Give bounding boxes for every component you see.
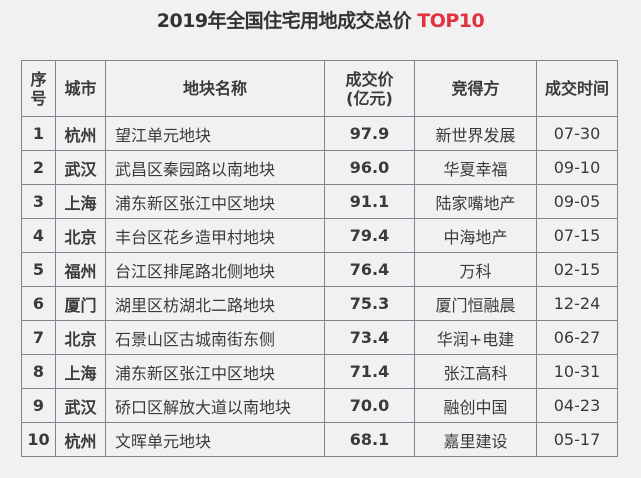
cell-price: 91.1 — [324, 184, 415, 219]
cell-buyer: 中海地产 — [414, 218, 537, 253]
cell-city: 北京 — [55, 218, 106, 253]
cell-rank: 8 — [21, 354, 56, 389]
header-date: 成交时间 — [536, 60, 618, 117]
cell-date: 07-15 — [536, 218, 618, 253]
cell-date: 09-05 — [536, 184, 618, 219]
cell-buyer: 厦门恒融晨 — [414, 286, 537, 321]
cell-price: 97.9 — [324, 116, 415, 151]
cell-rank: 9 — [21, 388, 56, 423]
header-parcel: 地块名称 — [105, 60, 325, 117]
table-row: 2 武汉 武昌区秦园路以南地块 96.0 华夏幸福 09-10 — [21, 150, 618, 185]
cell-date: 04-23 — [536, 388, 618, 423]
cell-buyer: 嘉里建设 — [414, 422, 537, 457]
cell-date: 05-17 — [536, 422, 618, 457]
cell-city: 福州 — [55, 252, 106, 287]
header-rank: 序号 — [21, 60, 56, 117]
table-row: 10 杭州 文晖单元地块 68.1 嘉里建设 05-17 — [21, 422, 618, 457]
cell-city: 厦门 — [55, 286, 106, 321]
cell-city: 武汉 — [55, 388, 106, 423]
cell-parcel: 浦东新区张江中区地块 — [105, 184, 325, 219]
table-row: 1 杭州 望江单元地块 97.9 新世界发展 07-30 — [21, 116, 618, 151]
cell-buyer: 新世界发展 — [414, 116, 537, 151]
table-row: 6 厦门 湖里区枋湖北二路地块 75.3 厦门恒融晨 12-24 — [21, 286, 618, 321]
cell-rank: 1 — [21, 116, 56, 151]
cell-price: 71.4 — [324, 354, 415, 389]
cell-price: 68.1 — [324, 422, 415, 457]
cell-rank: 3 — [21, 184, 56, 219]
cell-parcel: 浦东新区张江中区地块 — [105, 354, 325, 389]
cell-parcel: 丰台区花乡造甲村地块 — [105, 218, 325, 253]
cell-date: 12-24 — [536, 286, 618, 321]
table-row: 5 福州 台江区排尾路北侧地块 76.4 万科 02-15 — [21, 252, 618, 287]
cell-buyer: 万科 — [414, 252, 537, 287]
cell-parcel: 台江区排尾路北侧地块 — [105, 252, 325, 287]
cell-parcel: 文晖单元地块 — [105, 422, 325, 457]
table-row: 9 武汉 硚口区解放大道以南地块 70.0 融创中国 04-23 — [21, 388, 618, 423]
cell-date: 06-27 — [536, 320, 618, 355]
cell-parcel: 硚口区解放大道以南地块 — [105, 388, 325, 423]
cell-rank: 6 — [21, 286, 56, 321]
cell-parcel: 湖里区枋湖北二路地块 — [105, 286, 325, 321]
cell-city: 武汉 — [55, 150, 106, 185]
title-text: 2019年全国住宅用地成交总价 — [156, 10, 418, 32]
land-deals-table: 序号 城市 地块名称 成交价(亿元) 竞得方 成交时间 1 杭州 望江单元地块 97.… — [21, 60, 618, 457]
header-city: 城市 — [55, 60, 106, 117]
cell-price: 76.4 — [324, 252, 415, 287]
cell-price: 79.4 — [324, 218, 415, 253]
title-highlight: TOP10 — [417, 10, 485, 32]
cell-buyer: 华润+电建 — [414, 320, 537, 355]
table-header-row: 序号 城市 地块名称 成交价(亿元) 竞得方 成交时间 — [21, 60, 618, 117]
cell-price: 75.3 — [324, 286, 415, 321]
cell-parcel: 武昌区秦园路以南地块 — [105, 150, 325, 185]
page-title: 2019年全国住宅用地成交总价 TOP10 — [0, 6, 641, 33]
table-row: 3 上海 浦东新区张江中区地块 91.1 陆家嘴地产 09-05 — [21, 184, 618, 219]
cell-city: 杭州 — [55, 422, 106, 457]
cell-price: 73.4 — [324, 320, 415, 355]
cell-buyer: 融创中国 — [414, 388, 537, 423]
cell-rank: 10 — [21, 422, 56, 457]
cell-price: 70.0 — [324, 388, 415, 423]
cell-parcel: 望江单元地块 — [105, 116, 325, 151]
cell-rank: 7 — [21, 320, 56, 355]
cell-date: 10-31 — [536, 354, 618, 389]
cell-date: 02-15 — [536, 252, 618, 287]
header-buyer: 竞得方 — [414, 60, 537, 117]
cell-price: 96.0 — [324, 150, 415, 185]
cell-rank: 5 — [21, 252, 56, 287]
cell-city: 北京 — [55, 320, 106, 355]
cell-date: 09-10 — [536, 150, 618, 185]
table-row: 4 北京 丰台区花乡造甲村地块 79.4 中海地产 07-15 — [21, 218, 618, 253]
cell-buyer: 陆家嘴地产 — [414, 184, 537, 219]
table-row: 7 北京 石景山区古城南街东侧 73.4 华润+电建 06-27 — [21, 320, 618, 355]
cell-city: 杭州 — [55, 116, 106, 151]
cell-date: 07-30 — [536, 116, 618, 151]
header-price: 成交价(亿元) — [324, 60, 415, 117]
cell-city: 上海 — [55, 354, 106, 389]
cell-city: 上海 — [55, 184, 106, 219]
cell-parcel: 石景山区古城南街东侧 — [105, 320, 325, 355]
cell-buyer: 张江高科 — [414, 354, 537, 389]
cell-buyer: 华夏幸福 — [414, 150, 537, 185]
cell-rank: 2 — [21, 150, 56, 185]
cell-rank: 4 — [21, 218, 56, 253]
table-row: 8 上海 浦东新区张江中区地块 71.4 张江高科 10-31 — [21, 354, 618, 389]
